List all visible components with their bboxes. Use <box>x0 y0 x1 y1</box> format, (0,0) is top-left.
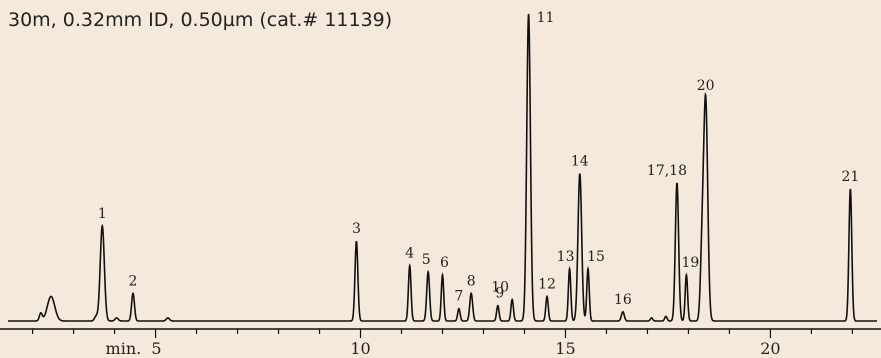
peak-label: 6 <box>440 255 449 271</box>
peak-label: 21 <box>841 169 859 185</box>
peak-label: 17,18 <box>647 163 687 179</box>
peak-label: 12 <box>538 276 556 292</box>
peak-label: 7 <box>454 289 463 305</box>
peak-label: 16 <box>614 292 632 308</box>
x-tick-label: 20 <box>760 339 780 358</box>
peak-label: 4 <box>405 246 414 262</box>
peak-label: 13 <box>557 249 575 265</box>
peak-label: 8 <box>467 273 476 289</box>
peak-label: 20 <box>697 78 715 94</box>
peak-label: 10 <box>491 280 509 296</box>
peak-label: 1 <box>98 206 107 222</box>
peak-label: 9 <box>495 286 504 302</box>
peak-label: 11 <box>537 10 555 26</box>
peak-label: 19 <box>681 255 699 271</box>
x-tick-label: 15 <box>555 339 575 358</box>
x-tick-label: min. 5 <box>106 339 162 358</box>
column-description: 30m, 0.32mm ID, 0.50µm (cat.# 11139) <box>8 9 393 31</box>
peak-label: 15 <box>587 249 605 265</box>
x-tick-label: 10 <box>350 339 370 358</box>
peak-label: 2 <box>129 273 138 289</box>
chromatogram-trace <box>8 13 877 322</box>
peak-label: 14 <box>571 154 589 170</box>
peak-label: 5 <box>422 252 431 268</box>
peak-label: 3 <box>352 221 361 237</box>
